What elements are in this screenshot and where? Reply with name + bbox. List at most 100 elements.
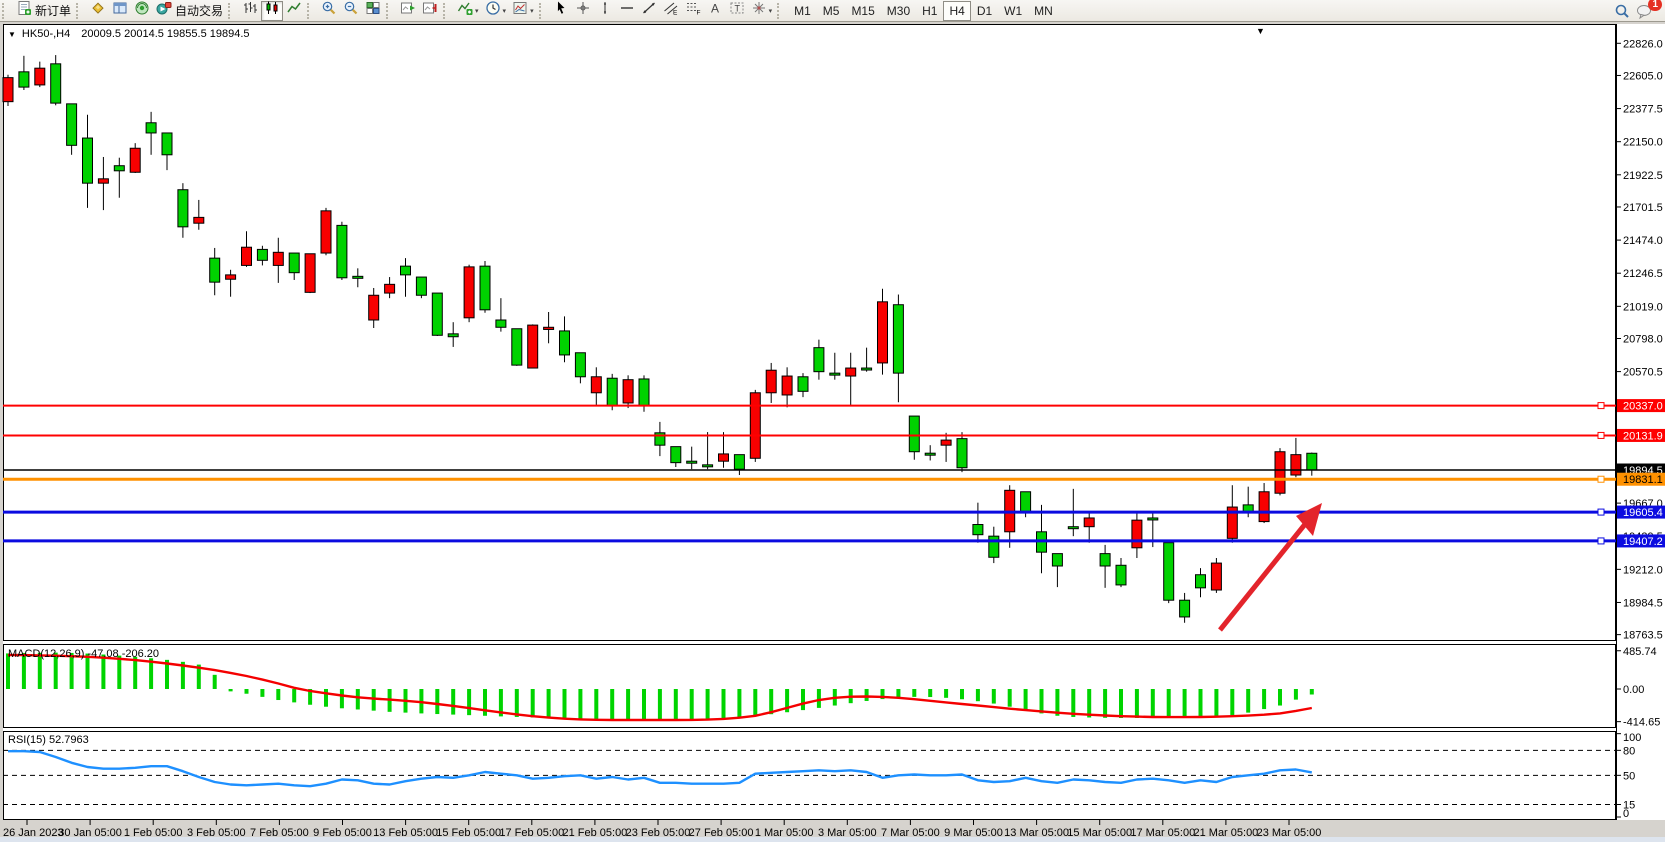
line-chart-button[interactable] <box>283 1 305 21</box>
chevron-down-icon[interactable]: ▾ <box>475 7 479 15</box>
candle-body <box>1226 506 1238 539</box>
text-a-icon: A <box>707 0 723 21</box>
svg-text:22826.0: 22826.0 <box>1623 38 1663 50</box>
time-label: 13 Feb 05:00 <box>373 827 438 839</box>
bar-chart-icon <box>242 0 258 21</box>
chart-menu-icon[interactable]: ▼ <box>1256 26 1265 36</box>
zoom-out-button[interactable] <box>340 1 362 21</box>
trend-arrow[interactable] <box>1218 503 1322 632</box>
toolbar-grip <box>228 2 237 19</box>
candle-body <box>606 377 618 407</box>
new-order-button-label: 新订单 <box>35 4 72 18</box>
terminal-button[interactable] <box>131 1 153 21</box>
price-badge <box>1617 472 1665 486</box>
text-button[interactable]: A <box>704 1 726 21</box>
toolbar-grip <box>538 2 548 19</box>
candle-body <box>1083 517 1095 528</box>
candle-body <box>829 372 841 376</box>
fibonacci-button[interactable]: F <box>682 1 704 21</box>
time-label: 3 Feb 05:00 <box>187 827 246 839</box>
candle-body <box>415 276 427 296</box>
hline-20337.0[interactable]: 20337.0 <box>3 399 1665 413</box>
hline-19831.1[interactable]: 19831.1 <box>3 472 1665 487</box>
zoom-in-button[interactable] <box>318 1 340 21</box>
search-button[interactable] <box>1611 1 1633 21</box>
channel-button[interactable]: E <box>660 1 682 21</box>
periods-button[interactable]: ▾ <box>482 1 510 21</box>
candle-body <box>97 178 109 184</box>
price-badge <box>1617 534 1665 548</box>
market-watch-button[interactable] <box>87 1 109 21</box>
vertical-line-button[interactable] <box>594 1 616 21</box>
timeframe-h4-button[interactable]: H4 <box>943 0 971 21</box>
svg-text:T: T <box>734 4 740 14</box>
svg-text:20131.9: 20131.9 <box>1623 430 1663 442</box>
svg-text:485.74: 485.74 <box>1623 646 1657 658</box>
toolbar-grip <box>76 2 85 19</box>
market-watch-icon <box>90 0 106 21</box>
crosshair-button[interactable] <box>572 1 594 21</box>
svg-text:21246.5: 21246.5 <box>1623 268 1663 280</box>
timeframe-h1-button[interactable]: H1 <box>922 3 938 18</box>
horizontal-line-button[interactable] <box>616 1 638 21</box>
navigator-button[interactable] <box>109 1 131 21</box>
candle-body <box>543 326 555 330</box>
chevron-down-icon[interactable]: ▾ <box>530 7 534 15</box>
svg-text:-414.65: -414.65 <box>1623 717 1660 729</box>
autotrading-button[interactable]: 自动交易 <box>153 1 226 21</box>
timeframe-m30-button[interactable]: M30 <box>886 3 911 18</box>
svg-text:0: 0 <box>1623 808 1629 820</box>
timeframe-m1-button[interactable]: M1 <box>794 3 811 18</box>
hline-19605.4[interactable]: 19605.4 <box>3 505 1665 520</box>
timeframe-d1-button[interactable]: D1 <box>976 3 993 18</box>
candle-body <box>209 257 221 283</box>
candle-body <box>2 77 14 103</box>
arrows-button[interactable]: ▾ <box>748 1 776 21</box>
candle-body <box>34 67 46 86</box>
new-order-button[interactable]: 新订单 <box>13 1 74 21</box>
time-label: 7 Mar 05:00 <box>881 827 940 839</box>
candle-body <box>956 438 968 469</box>
timeframe-w1-button[interactable]: W1 <box>1004 3 1023 18</box>
timeframe-m15-button[interactable]: M15 <box>851 3 875 18</box>
timeframe-m5-button[interactable]: M5 <box>822 3 840 18</box>
candle-body <box>50 63 62 104</box>
tile-windows-button[interactable] <box>362 1 384 21</box>
time-label: 1 Mar 05:00 <box>755 827 814 839</box>
main-toolbar: 新订单 自动交易 ▾ ▾ ▾ E F A T ▾ M1 M5 M15 M30 H1 H4 D1 W1 MN 1 <box>0 0 1665 22</box>
svg-text:19605.4: 19605.4 <box>1623 507 1663 519</box>
template-icon <box>512 0 528 21</box>
terminal-icon <box>134 0 150 21</box>
candles-icon <box>264 0 280 21</box>
candle-body <box>654 432 666 446</box>
candlestick-chart-button[interactable] <box>261 0 284 21</box>
candle-body <box>861 367 873 371</box>
indicators-button[interactable]: ▾ <box>454 1 482 21</box>
symbol-dropdown-icon[interactable]: ▼ <box>8 30 16 39</box>
timeframe-mn-button[interactable]: MN <box>1034 3 1053 18</box>
fibo-icon: F <box>685 0 701 21</box>
chart-symbol-period: HK50-,H4 <box>21 28 71 40</box>
chevron-down-icon[interactable]: ▾ <box>768 7 773 15</box>
auto-scroll-button[interactable] <box>397 1 419 21</box>
chart-shift-button[interactable] <box>419 1 441 21</box>
svg-text:19212.0: 19212.0 <box>1623 564 1663 576</box>
svg-text:19831.1: 19831.1 <box>1623 474 1663 486</box>
crosshair-icon <box>575 0 591 21</box>
time-label: 23 Mar 05:00 <box>1257 827 1322 839</box>
text-label-button[interactable]: T <box>726 1 748 21</box>
bar-chart-button[interactable] <box>239 1 261 21</box>
hline-20131.9[interactable]: 20131.9 <box>3 428 1665 443</box>
candle-body <box>1179 599 1191 618</box>
notifications-button[interactable]: 1 <box>1633 0 1662 21</box>
svg-text:21701.5: 21701.5 <box>1623 202 1663 214</box>
trendline-button[interactable] <box>638 1 660 21</box>
hline-19407.2[interactable]: 19407.2 <box>3 534 1665 548</box>
templates-button[interactable]: ▾ <box>509 1 537 21</box>
chevron-down-icon[interactable]: ▾ <box>502 7 507 15</box>
candle-body <box>384 283 396 294</box>
cursor-button[interactable] <box>550 1 572 21</box>
svg-text:20337.0: 20337.0 <box>1623 401 1663 413</box>
candle-body <box>177 189 189 228</box>
